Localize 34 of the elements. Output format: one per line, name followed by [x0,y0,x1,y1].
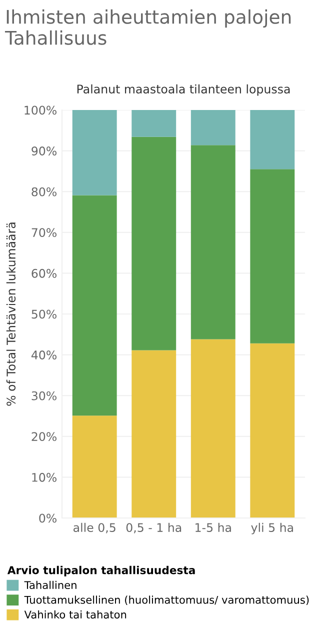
bar [250,169,295,344]
legend-title: Arvio tulipalon tahallisuudesta [7,566,195,576]
y-tick-label: 10% [32,472,56,482]
bar [190,145,236,340]
x-tick-label: alle 0,5 [74,522,116,534]
y-tick-label: 40% [31,350,56,360]
bar [132,350,176,518]
y-tick-label: 80% [32,187,56,196]
bar [72,416,117,518]
x-tick-label: 1-5 ha [196,522,231,532]
y-tick-label: 0% [39,514,56,523]
y-tick-label: 90% [32,146,56,156]
y-tick-label: 100% [24,106,56,115]
bar [72,110,117,196]
y-axis-title: % of Total Tehtävien lukumäärä [6,222,16,406]
bar [250,343,295,518]
legend-label: Tahallinen [24,580,76,590]
y-tick-label: 70% [32,228,56,238]
y-tick-label: 20% [32,432,56,442]
bar [190,339,236,518]
bar [132,110,176,137]
bar [250,110,295,170]
y-tick-label: 30% [32,391,56,400]
x-tick-label: 0,5 - 1 ha [126,522,182,534]
legend-label: Tuottamuksellinen (huolimattomuus/ varomattomuus) [24,596,309,606]
y-tick-label: 50% [32,310,56,319]
legend-label: Vahinko tai tahaton [24,610,126,619]
chart-title: Ihmisten aiheuttamien palojen Tahallisuus [4,9,291,45]
bar [132,136,176,350]
bar [72,195,117,416]
chart-subtitle: Palanut maastoala tilanteen lopussa [77,84,290,96]
y-tick-label: 60% [32,268,56,278]
bar [190,110,236,146]
x-tick-label: yli 5 ha [251,522,293,534]
